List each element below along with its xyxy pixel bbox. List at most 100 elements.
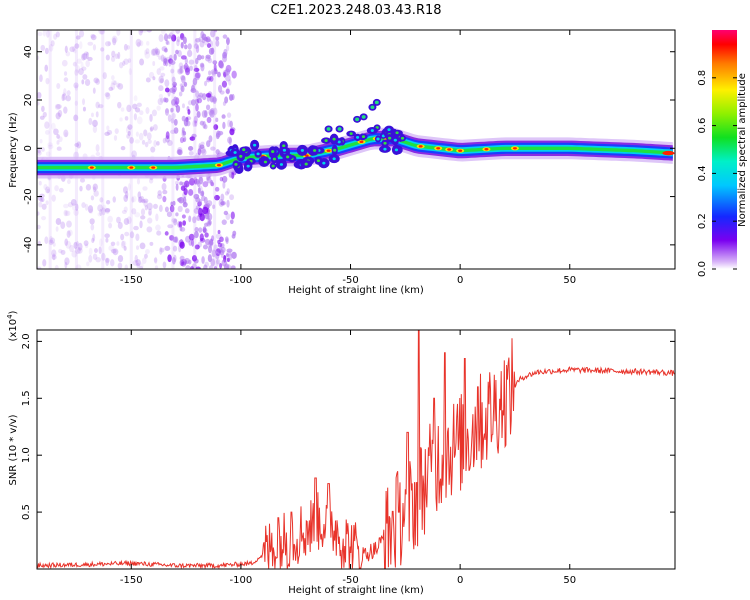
spectrum-noise-speck <box>141 139 146 145</box>
spectrum-noise-speck <box>210 30 216 38</box>
spectrum-noise-speck <box>175 30 181 34</box>
spectrum-noise-speck <box>193 43 199 49</box>
spectrum-noise-speck <box>75 246 81 255</box>
spectrum-noise-speck <box>209 110 215 118</box>
colorbar-gradient <box>712 30 737 269</box>
spectrum-noise-speck <box>215 36 220 41</box>
spectrum-noise-speck <box>196 54 202 61</box>
spectrum-noise-speck <box>131 150 137 159</box>
spectrum-noise-speck <box>167 114 172 122</box>
spectrum-noise-speck <box>38 201 43 208</box>
spectrum-noise-speck <box>178 68 184 74</box>
spectrum-blob-core <box>253 143 257 147</box>
spectrum-noise-speck <box>134 212 141 218</box>
spectrum-noise-speck <box>95 256 101 263</box>
spectrum-noise-speck <box>66 230 71 238</box>
spectrum-noise-speck <box>108 222 113 229</box>
spectrum-noise-speck <box>134 107 141 113</box>
spectrum-noise-speck <box>123 43 128 51</box>
spectrum-noise-speck <box>224 191 229 196</box>
spectrum-noise-speck <box>92 87 96 94</box>
spectrum-noise-speck <box>37 211 40 216</box>
spectrum-noise-speck <box>202 228 208 233</box>
spectrum-blob-core <box>349 132 353 136</box>
spectrum-noise-speck <box>61 59 68 67</box>
spectrum-noise-speck <box>164 97 169 103</box>
spectrum-x-tick-label: 0 <box>457 275 463 286</box>
spectrum-noise-speck <box>63 209 68 217</box>
spectrum-noise-speck <box>42 259 47 267</box>
spectrum-noise-speck <box>200 146 206 154</box>
spectrum-noise-speck <box>200 30 205 39</box>
spectrum-noise-speck <box>139 195 145 203</box>
spectrum-blob-core <box>332 157 336 161</box>
spectrum-noise-speck <box>110 248 117 254</box>
spectrum-noise-speck <box>55 226 59 232</box>
spectrum-noise-speck <box>104 233 110 239</box>
spectrum-noise-speck <box>226 37 230 46</box>
spectrum-noise-speck <box>135 131 139 137</box>
spectrum-noise-speck <box>44 121 50 129</box>
spectrum-noise-speck <box>90 34 97 41</box>
spectrum-noise-speck <box>93 77 99 84</box>
spectrum-noise-speck <box>206 116 212 124</box>
snr-x-tick-label: 50 <box>563 575 576 586</box>
spectrum-blob-core <box>324 139 328 142</box>
spectrum-noise-speck <box>229 120 233 128</box>
spectrum-noise-speck <box>173 118 178 126</box>
spectrum-noise-speck <box>137 191 142 199</box>
spectrum-noise-speck <box>156 230 162 236</box>
spectrum-noise-speck <box>105 200 111 205</box>
spectrum-noise-speck <box>225 74 231 82</box>
spectrum-plot: -150 -100 -50 0 50 -40 -20 0 20 40 Height of stra… <box>8 29 676 296</box>
spectrum-noise-speck <box>201 93 207 101</box>
spectrum-noise-speck <box>116 30 121 36</box>
spectrum-noise-speck <box>101 207 106 216</box>
spectrum-blob-core <box>304 162 308 166</box>
spectrum-noise-speck <box>178 62 184 70</box>
spectrum-noise-speck <box>225 238 229 245</box>
spectrum-noise-speck <box>169 205 175 213</box>
spectrum-noise-speck <box>142 186 148 191</box>
spectrum-noise-speck <box>222 181 226 189</box>
spectrum-blob-core <box>387 136 392 140</box>
spectrum-noise-speck <box>153 140 157 148</box>
spectrum-noise-speck <box>231 251 237 259</box>
spectrum-noise-speck <box>92 44 97 51</box>
spectrum-noise-speck <box>79 178 86 183</box>
spectrum-noise-speck <box>45 151 51 157</box>
spectrum-noise-speck <box>111 50 116 58</box>
spectrum-noise-speck <box>165 108 170 114</box>
spectrum-noise-speck <box>173 96 178 103</box>
spectrum-noise-speck <box>136 41 141 48</box>
spectrum-noise-speck <box>105 208 110 214</box>
spectrum-noise-speck <box>124 231 130 237</box>
spectrum-noise-speck <box>154 265 159 269</box>
spectrum-noise-speck <box>104 257 110 263</box>
spectrum-blob-core <box>286 155 290 159</box>
spectrum-noise-speck <box>92 233 96 242</box>
spectrum-noise-speck <box>208 135 213 143</box>
spectrum-noise-speck <box>150 48 157 56</box>
spectrum-noise-speck <box>222 51 228 59</box>
spectrum-noise-speck <box>64 132 68 137</box>
spectrum-y-tick-label: 20 <box>23 94 34 107</box>
spectrum-noise-speck <box>214 186 220 192</box>
spectrum-noise-speck <box>110 56 116 62</box>
spectrum-noise-speck <box>170 68 175 74</box>
spectrum-blob-core <box>282 148 287 152</box>
spectrum-noise-speck <box>84 78 91 87</box>
spectrum-blob-core <box>316 159 321 163</box>
spectrum-noise-speck <box>132 103 138 110</box>
spectrum-noise-speck <box>207 213 213 221</box>
spectrum-noise-speck <box>104 41 111 47</box>
spectrum-noise-speck <box>207 217 211 225</box>
spectrum-blob-core <box>394 148 399 152</box>
spectrum-noise-speck <box>165 39 169 45</box>
spectrum-noise-streak <box>101 30 105 269</box>
spectrum-noise-speck <box>194 72 201 79</box>
spectrum-noise-speck <box>206 221 212 227</box>
spectrum-blob-core <box>387 128 391 132</box>
spectrum-noise-speck <box>187 108 191 115</box>
spectrum-noise-speck <box>62 93 67 101</box>
